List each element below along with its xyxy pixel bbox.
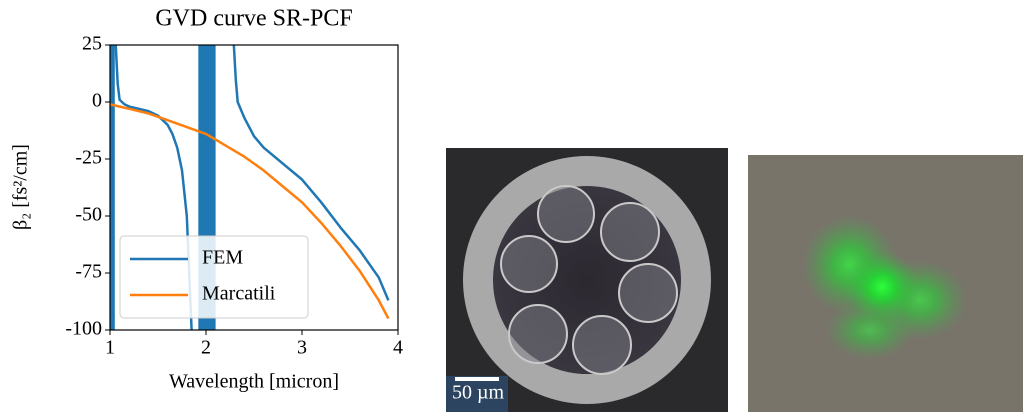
series-line <box>114 45 390 330</box>
chart-title: GVD curve SR-PCF <box>155 6 352 32</box>
x-tick-label: 3 <box>297 337 307 359</box>
mode-photo <box>748 155 1023 412</box>
x-tick-label: 2 <box>201 337 211 359</box>
y-tick-label: -100 <box>65 318 102 340</box>
y-axis-label: β₂ [fs²/cm] <box>10 144 32 230</box>
plot-frame <box>109 44 399 331</box>
legend-box <box>119 235 309 319</box>
y-tick-label: 0 <box>92 90 102 112</box>
x-axis-label: Wavelength [micron] <box>169 371 339 393</box>
y-tick-label: -50 <box>75 204 102 226</box>
series-line <box>110 103 390 320</box>
y-tick-label: -25 <box>75 147 102 169</box>
fiber-photo: 50 µm <box>446 148 728 412</box>
x-tick-label: 4 <box>393 337 403 359</box>
y-tick-label: -75 <box>75 261 102 283</box>
x-tick-label: 1 <box>105 337 115 359</box>
y-tick-label: 25 <box>82 33 102 55</box>
legend-label: Marcatili <box>202 283 276 305</box>
scale-bar-label: 50 µm <box>452 382 505 404</box>
legend-label: FEM <box>202 247 243 269</box>
shaded-band <box>110 45 115 330</box>
